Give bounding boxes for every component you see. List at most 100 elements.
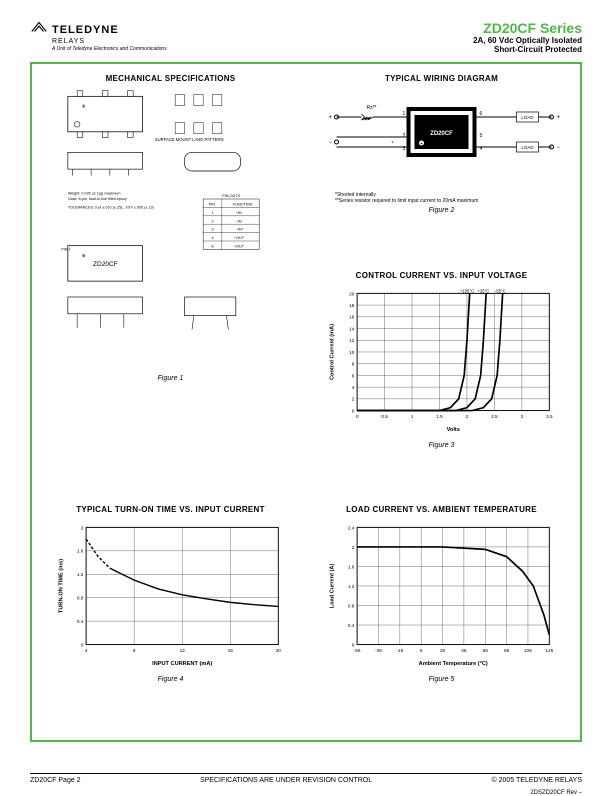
svg-text:0: 0	[81, 643, 84, 648]
svg-text:1.6: 1.6	[348, 565, 355, 570]
footer-center: SPECIFICATIONS ARE UNDER REVISION CONTRO…	[200, 777, 372, 784]
svg-text:12: 12	[180, 648, 186, 653]
svg-text:+: +	[329, 115, 333, 121]
svg-text:2: 2	[212, 219, 214, 223]
footer: ZD20CF Page 2 SPECIFICATIONS ARE UNDER R…	[30, 773, 582, 784]
svg-text:20: 20	[349, 291, 355, 296]
svg-text:10: 10	[349, 350, 355, 355]
svg-text:0.4: 0.4	[348, 623, 355, 628]
svg-text:⊕: ⊕	[82, 253, 86, 258]
svg-text:ZD20CF: ZD20CF	[430, 131, 453, 137]
svg-text:*: *	[392, 141, 394, 147]
svg-text:14: 14	[349, 326, 355, 331]
svg-text:-15: -15	[396, 648, 403, 653]
svg-text:3.5: 3.5	[546, 414, 553, 419]
svg-text:SZD20CF: SZD20CF	[93, 113, 118, 119]
svg-text:+25°C: +25°C	[477, 288, 489, 293]
svg-text:4: 4	[85, 648, 88, 653]
svg-text:-35: -35	[375, 648, 382, 653]
svg-text:+105°C: +105°C	[460, 288, 474, 293]
svg-text:FUNCTION: FUNCTION	[233, 203, 253, 207]
svg-text:4: 4	[352, 385, 355, 390]
svg-text:+: +	[557, 115, 561, 121]
svg-text:+: +	[420, 141, 423, 147]
desc1: 2A, 60 Vdc Optically Isolated	[473, 36, 582, 45]
tagline: A Unit of Teledyne Electronics and Commu…	[52, 46, 167, 52]
brand-sub: RELAYS	[52, 38, 167, 45]
svg-text:6: 6	[480, 111, 483, 117]
svg-text:-55: -55	[354, 648, 361, 653]
svg-text:−: −	[329, 140, 333, 146]
svg-text:4: 4	[480, 146, 483, 152]
svg-text:1.2: 1.2	[348, 584, 355, 589]
svg-text:Load Current (A): Load Current (A)	[330, 564, 336, 609]
svg-text:PIN: PIN	[209, 203, 216, 207]
loadtemp-section: LOAD CURRENT VS. AMBIENT TEMPERATURE -55…	[315, 505, 568, 730]
logo: TELEDYNE RELAYS A Unit of Teledyne Elect…	[30, 20, 167, 52]
turnon-title: TYPICAL TURN-ON TIME VS. INPUT CURRENT	[44, 505, 297, 514]
svg-text:TOLERANCES: 2-pl ±.010 (±.25),: TOLERANCES: 2-pl ±.010 (±.25), .XXX ±.00…	[68, 205, 154, 209]
svg-text:20: 20	[276, 648, 282, 653]
svg-text:−IN*: −IN*	[236, 228, 244, 232]
loadtemp-chart: -55-35-1552545658510512500.40.81.21.622.…	[315, 518, 568, 668]
fig4-caption: Figure 4	[44, 676, 297, 683]
svg-text:1: 1	[403, 111, 406, 117]
svg-text:8: 8	[352, 361, 355, 366]
svg-text:Rs**: Rs**	[367, 105, 377, 111]
svg-text:1.5: 1.5	[436, 414, 443, 419]
svg-text:2.5: 2.5	[491, 414, 498, 419]
svg-text:2: 2	[466, 414, 469, 419]
content-frame: MECHANICAL SPECIFICATIONS SZD20CF ⊕ SURF	[30, 62, 582, 742]
svg-text:Ambient Temperature (°C): Ambient Temperature (°C)	[419, 662, 488, 668]
svg-text:5: 5	[480, 133, 483, 139]
turnon-chart: 4812162000.40.81.21.62INPUT CURRENT (mA)…	[44, 518, 297, 668]
fig5-caption: Figure 5	[315, 676, 568, 683]
loadtemp-title: LOAD CURRENT VS. AMBIENT TEMPERATURE	[315, 505, 568, 514]
footer-rev: 2DSZD20CF Rev –	[530, 790, 582, 796]
svg-text:−OUT: −OUT	[234, 236, 245, 240]
svg-text:PIN-OUTS: PIN-OUTS	[222, 194, 240, 198]
svg-text:125: 125	[545, 648, 553, 653]
svg-text:18: 18	[349, 303, 355, 308]
svg-text:4: 4	[212, 236, 214, 240]
svg-text:LOAD: LOAD	[521, 145, 534, 150]
svg-text:Control Current (mA): Control Current (mA)	[330, 323, 336, 379]
svg-text:105: 105	[524, 648, 532, 653]
svg-text:16: 16	[349, 314, 355, 319]
svg-text:1: 1	[411, 414, 414, 419]
svg-text:3: 3	[403, 146, 406, 152]
svg-text:0: 0	[352, 408, 355, 413]
svg-text:0.8: 0.8	[348, 604, 355, 609]
svg-text:1: 1	[212, 211, 214, 215]
svg-text:PIN 1: PIN 1	[61, 247, 70, 251]
svg-text:5: 5	[420, 648, 423, 653]
cc-iv-section: CONTROL CURRENT VS. INPUT VOLTAGE 00.511…	[315, 271, 568, 496]
wiring-section: TYPICAL WIRING DIAGRAM ZD20CF + Rs** +	[315, 74, 568, 261]
svg-text:−: −	[557, 145, 561, 151]
svg-text:Weight: 0.035 oz (1g) maximum: Weight: 0.035 oz (1g) maximum	[68, 191, 121, 195]
svg-text:12: 12	[349, 338, 355, 343]
wiring-diagram: ZD20CF + Rs** + − * LOAD	[315, 87, 568, 187]
svg-text:2.4: 2.4	[348, 526, 355, 531]
cc-iv-chart: 00.511.522.533.502468101214161820VoltsCo…	[315, 284, 568, 434]
footer-right: © 2005 TELEDYNE RELAYS	[492, 777, 583, 784]
mech-spec-section: MECHANICAL SPECIFICATIONS SZD20CF ⊕ SURF	[44, 74, 297, 495]
series-title: ZD20CF Series	[473, 20, 582, 36]
svg-text:2: 2	[81, 526, 84, 531]
desc2: Short-Circuit Protected	[473, 45, 582, 54]
svg-text:ZD20CF: ZD20CF	[93, 261, 118, 268]
svg-text:6: 6	[212, 245, 214, 249]
fig1-caption: Figure 1	[44, 375, 297, 382]
fig2-caption: Figure 2	[315, 207, 568, 214]
svg-text:25: 25	[440, 648, 446, 653]
wiring-note2: **Series resistor required to limit inpu…	[335, 198, 568, 204]
svg-text:LOAD: LOAD	[521, 115, 534, 120]
svg-text:0.8: 0.8	[77, 596, 84, 601]
svg-text:2: 2	[403, 133, 406, 139]
fig3-caption: Figure 3	[315, 442, 568, 449]
svg-text:−55°C: −55°C	[494, 288, 506, 293]
svg-text:0.4: 0.4	[77, 619, 84, 624]
svg-text:0: 0	[352, 643, 355, 648]
svg-text:0: 0	[356, 414, 359, 419]
brand: TELEDYNE	[52, 24, 119, 36]
